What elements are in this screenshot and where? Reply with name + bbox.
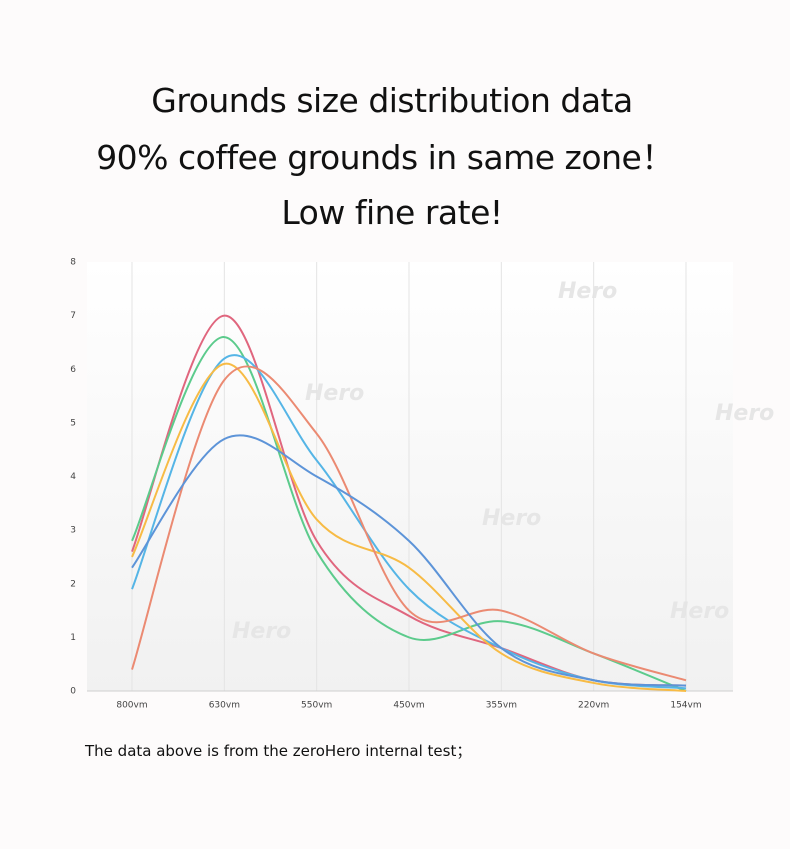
series-line [131, 365, 687, 682]
title-line: Low fine rate! [281, 193, 502, 232]
y-tick-label: 0 [70, 687, 76, 697]
x-tick-label: 550vm [301, 701, 332, 711]
y-tick-label: 1 [70, 633, 76, 643]
watermark: Hero [232, 619, 291, 644]
title-line: 90% coffee grounds in same zone！ [96, 138, 674, 177]
footnote: The data above is from the zeroHero inte… [84, 742, 471, 760]
watermark: Hero [305, 381, 364, 406]
watermark: Hero [558, 279, 617, 304]
x-tick-label: 630vm [209, 701, 240, 711]
y-tick-label: 5 [70, 418, 76, 428]
series-line [131, 434, 687, 687]
plot-area [87, 262, 733, 691]
title-line: Grounds size distribution data [151, 81, 632, 120]
watermark: Hero [670, 599, 729, 624]
x-tick-label: 450vm [393, 701, 424, 711]
y-tick-label: 4 [70, 472, 76, 482]
x-tick-label: 220vm [578, 701, 609, 711]
y-tick-label: 6 [70, 365, 76, 375]
watermark: Hero [482, 506, 541, 531]
x-tick-label: 355vm [486, 701, 517, 711]
y-tick-label: 8 [70, 258, 76, 268]
y-tick-label: 7 [70, 311, 76, 321]
watermark: Hero [715, 401, 774, 426]
x-tick-label: 800vm [116, 701, 147, 711]
x-tick-label: 154vm [670, 701, 701, 711]
y-tick-label: 3 [70, 526, 76, 536]
y-tick-label: 2 [70, 579, 76, 589]
